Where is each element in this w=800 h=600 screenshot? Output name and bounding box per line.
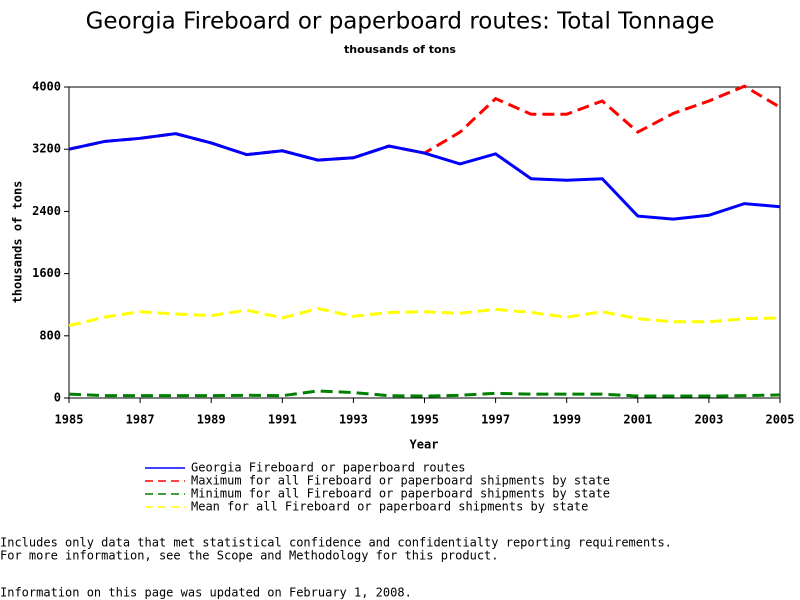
x-tick-label: 1991 <box>268 413 297 427</box>
footnote: Information on this page was updated on … <box>0 586 412 600</box>
y-tick-label: 1600 <box>32 266 61 280</box>
x-tick-label: 2005 <box>766 413 795 427</box>
footnote: Includes only data that met statistical … <box>0 536 672 550</box>
y-tick-label: 800 <box>39 328 61 342</box>
x-axis-label: Year <box>410 438 439 452</box>
y-tick-label: 4000 <box>32 80 61 94</box>
series-line <box>68 132 781 221</box>
series-line <box>68 389 781 398</box>
x-tick-label: 2001 <box>623 413 652 427</box>
legend-label: Georgia Fireboard or paperboard routes <box>191 461 466 475</box>
y-tick-label: 2400 <box>32 204 61 218</box>
x-tick-label: 1993 <box>339 413 368 427</box>
chart-title: Georgia Fireboard or paperboard routes: … <box>86 9 715 35</box>
legend-label: Minimum for all Fireboard or paperboard … <box>191 487 610 501</box>
footnote: For more information, see the Scope and … <box>0 549 499 563</box>
y-tick-label: 0 <box>54 391 61 405</box>
x-tick-label: 1985 <box>55 413 84 427</box>
x-tick-label: 1999 <box>552 413 581 427</box>
x-tick-label: 1995 <box>410 413 439 427</box>
x-tick-label: 2003 <box>694 413 723 427</box>
x-tick-label: 1987 <box>126 413 155 427</box>
series-line <box>68 307 781 328</box>
y-axis-label: thousands of tons <box>11 181 25 304</box>
chart-subtitle: thousands of tons <box>344 43 456 56</box>
x-tick-label: 1997 <box>481 413 510 427</box>
legend-label: Mean for all Fireboard or paperboard shi… <box>191 500 588 514</box>
y-tick-label: 3200 <box>32 142 61 156</box>
x-tick-label: 1989 <box>197 413 226 427</box>
series-line <box>68 84 781 162</box>
legend-label: Maximum for all Fireboard or paperboard … <box>191 474 610 488</box>
